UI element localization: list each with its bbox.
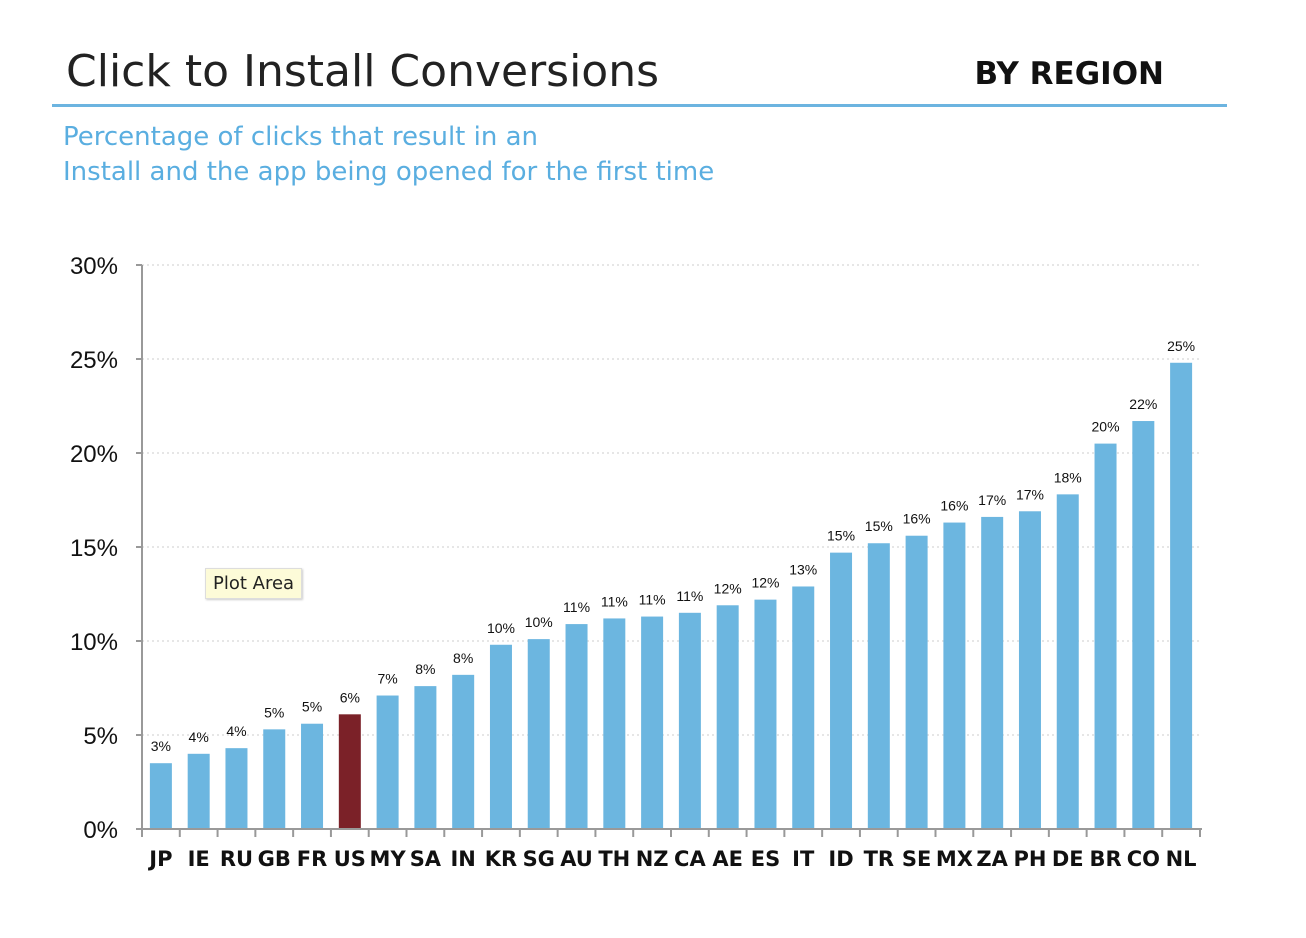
bar-fr: [301, 723, 324, 829]
subtitle: Percentage of clicks that result in an I…: [63, 120, 714, 190]
bar-ie: [187, 753, 210, 829]
bar-us: [338, 714, 361, 829]
data-label: 5%: [302, 699, 322, 715]
data-label: 5%: [264, 704, 284, 720]
x-tick-label: AE: [712, 847, 743, 871]
x-tick-label: FR: [297, 847, 328, 871]
bar-au: [565, 624, 588, 829]
data-label: 11%: [639, 592, 666, 608]
y-tick-label: 0%: [83, 817, 118, 844]
data-label: 3%: [151, 738, 171, 754]
x-tick-label: KR: [485, 847, 517, 871]
bar-co: [1132, 421, 1155, 829]
bar-nl: [1170, 362, 1193, 829]
bar-de: [1056, 494, 1079, 829]
y-tick-label: 10%: [70, 629, 118, 656]
data-label: 4%: [226, 723, 246, 739]
y-tick-label: 25%: [70, 347, 118, 374]
x-tick-label: ES: [751, 847, 780, 871]
bar-br: [1094, 443, 1117, 829]
bar-tr: [867, 543, 890, 829]
data-label: 16%: [903, 511, 931, 527]
data-label: 8%: [453, 650, 473, 666]
bar-mx: [943, 522, 966, 829]
bar-ph: [1018, 511, 1041, 829]
data-label: 10%: [487, 620, 515, 636]
bar-gb: [263, 729, 286, 829]
bar-es: [754, 599, 777, 829]
data-label: 17%: [1016, 486, 1044, 502]
x-tick-label: SE: [902, 847, 931, 871]
x-tick-label: CO: [1127, 847, 1160, 871]
x-tick-label: TH: [598, 847, 630, 871]
data-label: 12%: [751, 575, 779, 591]
data-label: 11%: [563, 599, 590, 615]
bar-ae: [716, 605, 739, 829]
bar-th: [603, 618, 626, 829]
data-label: 16%: [940, 498, 968, 514]
data-label: 25%: [1167, 338, 1195, 354]
x-tick-label: NL: [1166, 847, 1197, 871]
data-label: 11%: [601, 593, 628, 609]
x-tick-label: MY: [370, 847, 407, 871]
data-label: 13%: [789, 561, 817, 577]
x-tick-label: BR: [1089, 847, 1121, 871]
x-tick-label: IN: [450, 847, 475, 871]
data-label: 12%: [714, 580, 742, 596]
y-tick-label: 15%: [70, 535, 118, 562]
x-tick-label: TR: [864, 847, 895, 871]
bar-sg: [527, 639, 550, 829]
title-divider: [52, 104, 1227, 107]
data-label: 15%: [865, 518, 893, 534]
y-tick-label: 30%: [70, 253, 118, 280]
bar-my: [376, 695, 399, 829]
data-label: 6%: [340, 689, 360, 705]
subtitle-line-1: Percentage of clicks that result in an: [63, 122, 539, 152]
data-label: 7%: [377, 671, 397, 687]
bar-sa: [414, 686, 437, 829]
page-title: Click to Install Conversions: [66, 46, 660, 97]
region-badge: BY REGION: [974, 56, 1165, 92]
x-tick-label: SG: [523, 847, 555, 871]
bar-ru: [225, 748, 248, 829]
x-tick-label: AU: [560, 847, 593, 871]
data-label: 11%: [676, 588, 703, 604]
x-tick-label: CA: [674, 847, 706, 871]
data-label: 10%: [525, 614, 553, 630]
bar-za: [981, 516, 1004, 829]
x-tick-label: ZA: [976, 847, 1008, 871]
x-tick-label: DE: [1052, 847, 1084, 871]
x-tick-label: JP: [147, 847, 172, 871]
x-tick-label: ID: [828, 847, 853, 871]
x-tick-label: SA: [410, 847, 442, 871]
data-label: 22%: [1129, 396, 1157, 412]
data-label: 15%: [827, 528, 855, 544]
subtitle-line-2: Install and the app being opened for the…: [63, 157, 715, 187]
bar-it: [792, 586, 815, 829]
bar-in: [452, 674, 475, 829]
x-tick-label: IT: [792, 847, 815, 871]
data-label: 17%: [978, 492, 1006, 508]
bar-id: [830, 552, 853, 829]
data-label: 18%: [1054, 469, 1082, 485]
bar-ca: [678, 612, 701, 829]
bar-jp: [149, 763, 172, 829]
bar-nz: [641, 616, 664, 829]
x-tick-label: GB: [258, 847, 291, 871]
data-label: 4%: [189, 729, 209, 745]
x-tick-label: US: [334, 847, 366, 871]
x-tick-label: MX: [936, 847, 973, 871]
y-tick-label: 5%: [83, 723, 118, 750]
data-label: 8%: [415, 661, 435, 677]
x-tick-label: NZ: [636, 847, 669, 871]
data-label: 20%: [1092, 419, 1120, 435]
x-tick-label: IE: [188, 847, 210, 871]
x-tick-label: PH: [1013, 847, 1046, 871]
plot-area-tooltip: Plot Area: [205, 568, 303, 599]
y-tick-label: 20%: [70, 441, 118, 468]
bar-se: [905, 535, 928, 829]
bar-kr: [489, 644, 512, 829]
x-tick-label: RU: [220, 847, 253, 871]
